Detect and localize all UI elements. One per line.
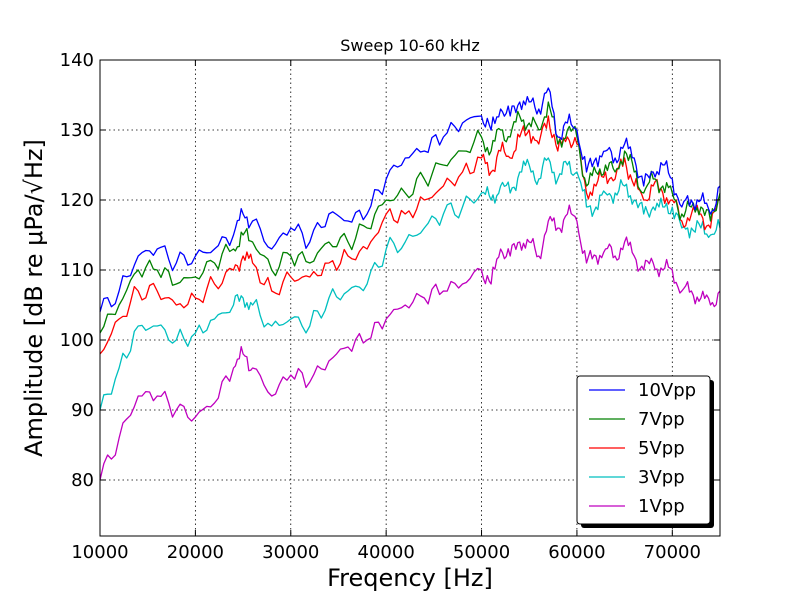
x-tick-label: 40000 bbox=[358, 542, 415, 563]
ticks: 10000 20000 30000 40000 50000 60000 70000 80 90 1… bbox=[60, 50, 720, 563]
y-tick-label: 100 bbox=[60, 330, 94, 351]
y-tick-label: 110 bbox=[60, 260, 94, 281]
legend-label-1Vpp: 1Vpp bbox=[638, 496, 685, 517]
series-layer bbox=[99, 87, 721, 481]
y-tick-label: 120 bbox=[60, 190, 94, 211]
x-tick-label: 50000 bbox=[453, 542, 510, 563]
series-line-1Vpp bbox=[99, 204, 721, 481]
x-tick-label: 30000 bbox=[262, 542, 319, 563]
x-tick-label: 70000 bbox=[644, 542, 701, 563]
y-tick-label: 80 bbox=[71, 470, 94, 491]
series-line-5Vpp bbox=[99, 115, 721, 355]
series-line-7Vpp bbox=[99, 101, 721, 334]
y-tick-label: 90 bbox=[71, 400, 94, 421]
legend-label-5Vpp: 5Vpp bbox=[638, 438, 685, 459]
x-tick-label: 20000 bbox=[167, 542, 224, 563]
legend: 10Vpp 7Vpp 5Vpp 3Vpp 1Vpp bbox=[576, 375, 714, 528]
y-tick-label: 130 bbox=[60, 120, 94, 141]
y-axis-label: Amplitude [dB re μPa/√Hz] bbox=[20, 139, 48, 457]
y-tick-label: 140 bbox=[60, 50, 94, 71]
plot-frame bbox=[99, 59, 721, 537]
legend-label-7Vpp: 7Vpp bbox=[638, 409, 685, 430]
legend-box bbox=[576, 375, 711, 525]
chart-title: Sweep 10-60 kHz bbox=[340, 36, 479, 55]
series-line-10Vpp bbox=[99, 87, 721, 313]
x-tick-label: 10000 bbox=[71, 542, 128, 563]
x-tick-label: 60000 bbox=[548, 542, 605, 563]
legend-label-3Vpp: 3Vpp bbox=[638, 467, 685, 488]
legend-label-10Vpp: 10Vpp bbox=[638, 380, 696, 401]
series-line-3Vpp bbox=[99, 157, 721, 411]
x-axis-label: Freqency [Hz] bbox=[327, 564, 493, 592]
